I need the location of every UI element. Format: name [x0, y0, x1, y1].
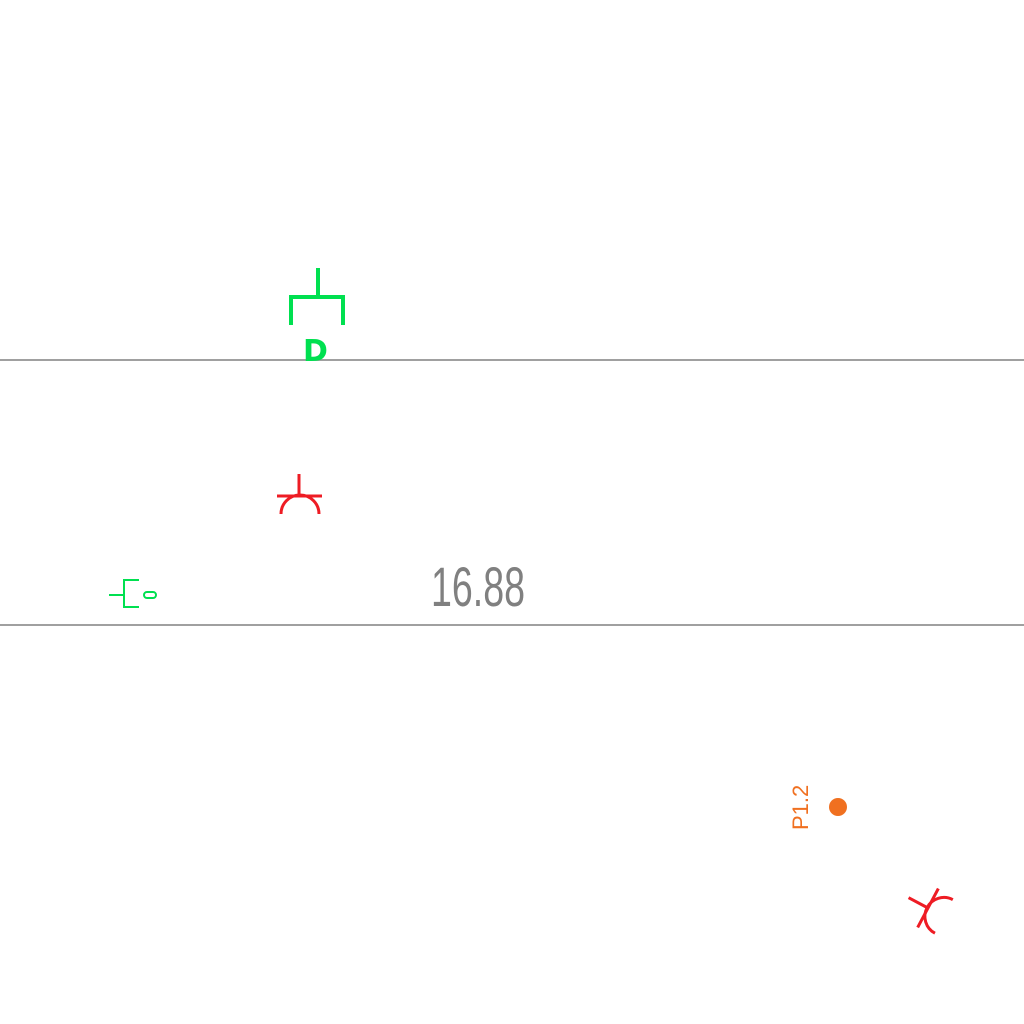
survey-point-icon[interactable]: [829, 798, 847, 816]
dimension-value: 16.88: [431, 555, 525, 618]
outlet-arc-symbol-icon[interactable]: [277, 474, 322, 515]
survey-point-label: P1.2: [788, 785, 813, 830]
receptacle-symbol-icon[interactable]: [289, 268, 345, 325]
switch-symbol-icon[interactable]: [109, 579, 157, 608]
receptacle-letter: D: [303, 334, 328, 369]
rotated-outlet-symbol-icon[interactable]: [898, 878, 954, 936]
